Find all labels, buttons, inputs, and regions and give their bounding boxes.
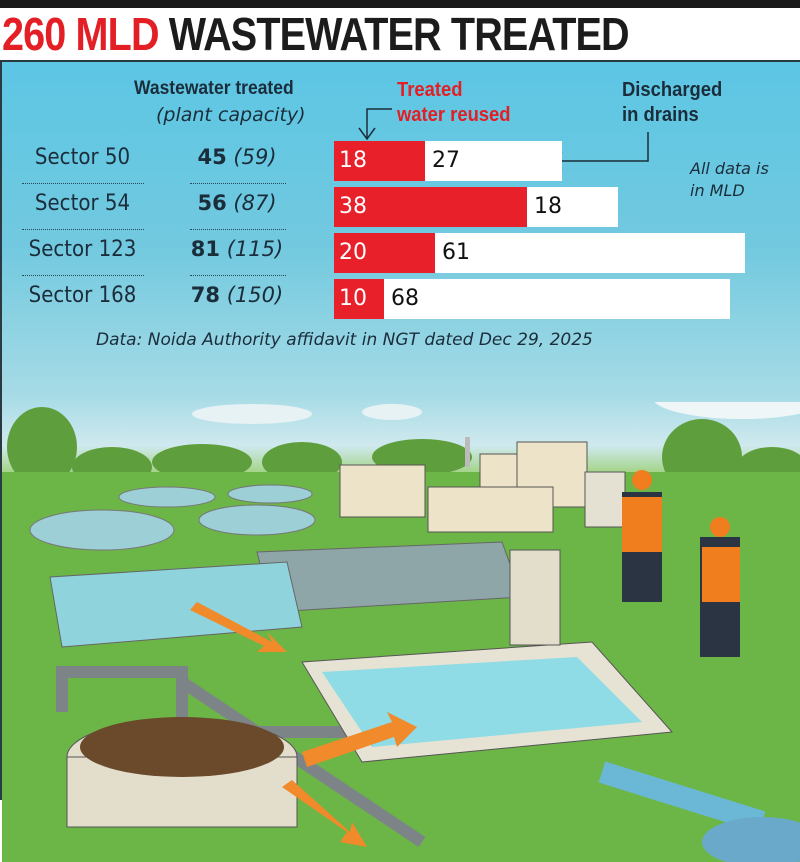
row-divider: [190, 183, 286, 184]
source-note: Data: Noida Authority affidavit in NGT d…: [96, 330, 593, 350]
treated-amount: 56: [197, 191, 227, 215]
table-row: Sector 123 81 (115) 20 61: [2, 233, 800, 279]
table-row: Sector 168 78 (150) 10 68: [2, 279, 800, 325]
row-divider: [22, 183, 144, 184]
top-bar: [0, 0, 800, 8]
capacity-amount: (150): [226, 283, 284, 307]
discharged-bar: 61: [435, 233, 745, 273]
row-divider: [22, 275, 144, 276]
capacity-amount: (115): [226, 237, 284, 261]
reused-legend-label: Treated water reused: [397, 78, 511, 128]
row-divider: [22, 229, 144, 230]
reused-bar: 38: [334, 187, 527, 227]
treated-amount: 45: [197, 145, 227, 169]
row-divider: [190, 229, 286, 230]
treated-value: 45 (59): [187, 145, 287, 169]
units-note-line1: All data is: [690, 159, 769, 178]
headline-highlight: 260 MLD: [2, 8, 160, 60]
reused-bar: 10: [334, 279, 384, 319]
capacity-amount: (59): [233, 145, 277, 169]
sector-name: Sector 54: [34, 191, 131, 216]
discharged-bar: 18: [527, 187, 618, 227]
discharged-bar: 68: [384, 279, 730, 319]
sector-name: Sector 123: [28, 237, 137, 262]
reused-bar: 20: [334, 233, 435, 273]
discharged-label-line1: Discharged: [622, 79, 723, 101]
capacity-column-header: (plant capacity): [156, 104, 306, 126]
treated-amount: 81: [190, 237, 221, 261]
sector-name: Sector 50: [34, 145, 131, 170]
headline: 260 MLD WASTEWATER TREATED: [2, 8, 630, 60]
row-divider: [190, 275, 286, 276]
reused-label-line2: water reused: [397, 104, 511, 126]
treated-amount: 78: [190, 283, 221, 307]
reused-bar: 18: [334, 141, 425, 181]
infographic-panel: Wastewater treated (plant capacity) Trea…: [0, 60, 800, 862]
units-note: All data is in MLD: [690, 158, 769, 202]
treated-value: 78 (150): [187, 283, 287, 307]
table-row: Sector 54 56 (87) 38 18: [2, 187, 800, 233]
headline-rest: WASTEWATER TREATED: [168, 8, 630, 60]
discharged-bar: 27: [425, 141, 562, 181]
reused-label-line1: Treated: [397, 79, 463, 101]
sector-name: Sector 168: [28, 283, 137, 308]
capacity-amount: (87): [233, 191, 277, 215]
discharged-label-line2: in drains: [622, 104, 699, 126]
treatment-plant-illustration: [2, 402, 800, 862]
treated-value: 56 (87): [187, 191, 287, 215]
reused-arrow-icon: [358, 108, 392, 141]
table-row: Sector 50 45 (59) 18 27: [2, 141, 800, 187]
treated-value: 81 (115): [187, 237, 287, 261]
treated-column-header: Wastewater treated: [134, 78, 294, 99]
units-note-line2: in MLD: [690, 181, 745, 200]
discharged-legend-label: Discharged in drains: [622, 78, 722, 128]
